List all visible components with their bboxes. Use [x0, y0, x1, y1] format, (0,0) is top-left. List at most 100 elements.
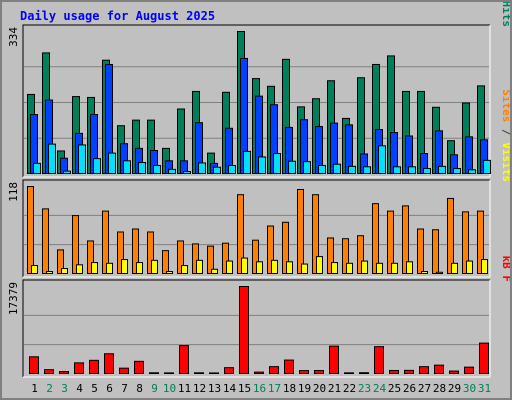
- bar-kb-f-day-2: [44, 369, 54, 375]
- bar-sites-day-17: [267, 225, 274, 274]
- x-tick-label-day-30: 30: [463, 382, 476, 395]
- bar-sites-day-27: [417, 228, 424, 274]
- bar-pages-day-8: [138, 162, 146, 175]
- x-tick-label-day-26: 26: [403, 382, 416, 395]
- bar-visits-day-3: [61, 268, 68, 275]
- bar-sites-day-26: [402, 205, 409, 274]
- x-tick-label-day-25: 25: [388, 382, 401, 395]
- bar-visits-day-29: [451, 262, 458, 275]
- panel-2-border-light: [23, 180, 491, 278]
- bar-kb-f-day-6: [104, 353, 114, 375]
- bar-sites-day-31: [477, 210, 484, 274]
- x-tick-label-day-4: 4: [76, 382, 83, 395]
- bar-pages-day-9: [153, 165, 161, 175]
- bar-sites-day-9: [147, 231, 154, 275]
- bar-kb-f-day-21: [329, 345, 339, 375]
- bar-sites-day-10: [162, 250, 169, 274]
- bar-pages-day-31: [483, 159, 491, 175]
- bar-sites-day-3: [57, 249, 64, 274]
- bar-pages-day-26: [408, 166, 416, 174]
- bar-sites-day-13: [207, 245, 214, 274]
- bar-kb-f-day-4: [74, 362, 84, 374]
- bar-visits-day-30: [466, 260, 473, 274]
- bar-sites-day-21: [327, 237, 334, 274]
- bar-pages-day-23: [363, 166, 371, 174]
- bar-kb-f-day-9: [149, 372, 159, 374]
- x-tick-label-day-10: 10: [163, 382, 176, 395]
- legend-segment: kB F: [500, 256, 510, 283]
- legend-label: Sites / Visits: [500, 89, 510, 182]
- panel-3-background: [23, 280, 490, 377]
- y-max-label: 334: [7, 27, 20, 47]
- bar-visits-day-27: [421, 271, 428, 274]
- bar-sites-day-1: [27, 186, 34, 274]
- bar-visits-day-1: [31, 265, 38, 274]
- bar-sites-day-7: [117, 231, 124, 275]
- x-tick-label-day-14: 14: [223, 382, 237, 395]
- bar-pages-day-28: [438, 165, 446, 174]
- bar-pages-day-29: [453, 168, 461, 174]
- bar-kb-f-day-22: [344, 372, 354, 374]
- bar-sites-day-12: [192, 243, 199, 274]
- x-tick-label-day-5: 5: [91, 382, 98, 395]
- x-tick-label-day-3: 3: [61, 382, 68, 395]
- bar-visits-day-8: [136, 262, 143, 275]
- bar-kb-f-day-19: [299, 370, 309, 375]
- bar-kb-f-day-18: [284, 359, 294, 374]
- bar-pages-day-10: [168, 168, 176, 174]
- x-tick-label-day-31: 31: [478, 382, 491, 395]
- legend-label: kB F: [500, 256, 510, 283]
- bar-pages-day-12: [198, 162, 206, 175]
- bar-visits-day-2: [46, 271, 53, 274]
- bar-visits-day-5: [91, 262, 98, 275]
- legend-segment: Visits: [500, 142, 510, 182]
- bar-sites-day-14: [222, 242, 229, 274]
- bar-kb-f-day-23: [359, 372, 369, 375]
- bar-kb-f-day-8: [134, 360, 144, 375]
- bar-sites-day-30: [462, 211, 469, 274]
- bar-visits-day-31: [481, 259, 488, 275]
- bar-files-day-30: [465, 136, 473, 174]
- bar-sites-day-20: [312, 194, 319, 274]
- legend-segment: Hits: [500, 2, 510, 27]
- bar-sites-day-2: [42, 208, 49, 274]
- bar-visits-day-23: [361, 260, 368, 274]
- bar-pages-day-24: [378, 145, 386, 175]
- bar-pages-day-4: [78, 144, 86, 174]
- bar-sites-day-16: [252, 239, 259, 274]
- y-max-label: 118: [7, 182, 20, 202]
- bar-kb-f-day-5: [89, 359, 99, 374]
- bar-kb-f-day-26: [404, 369, 414, 375]
- bar-sites-day-15: [237, 194, 244, 274]
- bar-visits-day-7: [121, 259, 128, 275]
- bar-sites-day-28: [432, 229, 439, 275]
- x-tick-label-day-20: 20: [313, 382, 326, 395]
- bar-pages-day-19: [303, 161, 311, 174]
- x-tick-label-day-7: 7: [121, 382, 128, 395]
- bar-kb-f-day-7: [119, 367, 129, 375]
- x-tick-label-day-23: 23: [358, 382, 371, 395]
- bar-sites-day-22: [342, 238, 349, 274]
- legend-segment: Sites: [500, 89, 510, 122]
- bar-visits-day-28: [436, 271, 443, 275]
- bar-kb-f-day-13: [209, 372, 219, 375]
- bar-pages-day-2: [48, 143, 56, 174]
- x-tick-label-day-8: 8: [136, 382, 143, 395]
- x-tick-label-day-29: 29: [448, 382, 461, 395]
- bar-pages-day-14: [228, 165, 236, 175]
- bar-visits-day-11: [181, 265, 188, 274]
- bar-pages-day-16: [258, 156, 266, 174]
- panel-2-border-dark: [22, 179, 490, 277]
- x-tick-label-day-19: 19: [298, 382, 311, 395]
- bar-sites-day-23: [357, 235, 364, 274]
- bar-pages-day-6: [108, 152, 116, 175]
- bar-sites-day-19: [297, 188, 304, 274]
- bar-pages-day-5: [93, 158, 101, 174]
- bar-visits-day-15: [241, 257, 248, 275]
- bar-kb-f-day-15: [239, 286, 249, 374]
- bar-pages-day-1: [33, 162, 41, 175]
- x-tick-label-day-21: 21: [328, 382, 341, 395]
- bar-sites-day-4: [72, 215, 79, 274]
- bar-kb-f-day-3: [59, 371, 69, 374]
- bar-pages-day-27: [423, 168, 431, 174]
